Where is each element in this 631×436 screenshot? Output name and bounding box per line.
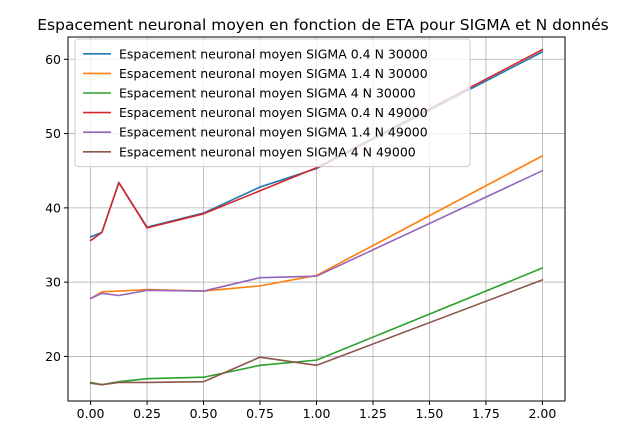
legend-frame [74,38,471,168]
legend-label: Espacement neuronal moyen SIGMA 0.4 N 30… [119,46,428,61]
y-tick-label: 30 [45,275,61,290]
x-tick-label: 2.00 [528,406,556,421]
y-tick-label: 50 [45,126,61,141]
legend-label: Espacement neuronal moyen SIGMA 4 N 3000… [119,86,416,101]
series-line-4 [89,48,544,242]
x-tick-label: 1.50 [416,406,444,421]
legend-label: Espacement neuronal moyen SIGMA 1.4 N 30… [119,66,428,81]
series-line-5 [89,169,544,300]
y-tick-label: 20 [45,349,61,364]
x-tick-label: 0.50 [190,406,218,421]
plot-lines [89,48,544,386]
y-tick-label: 60 [45,52,61,67]
x-tick-label: 0.25 [133,406,161,421]
legend-label: Espacement neuronal moyen SIGMA 0.4 N 49… [119,105,428,120]
x-tick-label: 0.00 [77,406,105,421]
x-tick-label: 1.25 [359,406,387,421]
legend-label: Espacement neuronal moyen SIGMA 4 N 4900… [119,144,416,159]
axis-ticks: 0.00 0.25 0.50 0.75 1.00 1.25 1.50 1.75 2.00 20 30… [45,52,556,421]
x-tick-label: 0.75 [246,406,274,421]
legend-label: Espacement neuronal moyen SIGMA 1.4 N 49… [119,125,428,140]
legend: Espacement neuronal moyen SIGMA 0.4 N 30… [74,38,471,168]
x-tick-label: 1.00 [303,406,331,421]
chart-title: Espacement neuronal moyen en fonction de… [37,16,609,34]
y-tick-label: 40 [45,200,61,215]
series-line-6 [89,279,544,386]
x-tick-label: 1.75 [472,406,500,421]
